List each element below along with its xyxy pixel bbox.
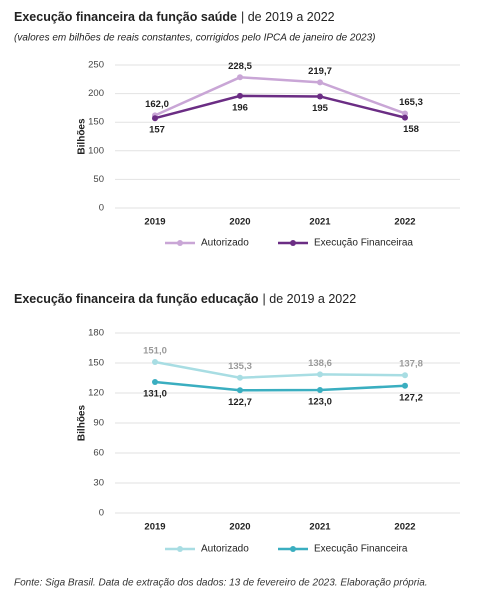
value-label: 135,3	[228, 361, 252, 372]
value-label: 137,8	[399, 359, 423, 370]
y-axis-label: Bilhões	[77, 118, 88, 155]
legend-marker	[177, 546, 183, 552]
x-tick-label: 2021	[309, 217, 331, 228]
point	[317, 387, 323, 393]
x-tick-label: 2021	[309, 522, 331, 533]
value-label: 127,2	[399, 392, 423, 403]
y-tick-label: 120	[88, 388, 104, 399]
x-tick-label: 2019	[144, 522, 165, 533]
point	[402, 114, 408, 121]
y-axis-label: Bilhões	[77, 405, 88, 442]
point	[402, 110, 408, 117]
y-tick-label: 60	[93, 448, 104, 459]
point	[317, 79, 323, 86]
value-label: 122,7	[228, 397, 252, 408]
value-label: 196	[232, 102, 248, 113]
y-tick-label: 150	[88, 358, 104, 369]
x-tick-label: 2022	[394, 217, 415, 228]
y-tick-label: 0	[99, 508, 104, 519]
point	[152, 359, 158, 365]
chart-title: Execução financeira da função saúde | de …	[14, 10, 335, 24]
title-main: Execução financeira da função educação	[14, 292, 259, 306]
chart-subtitle: (valores em bilhões de reais constantes,…	[14, 33, 376, 44]
title-main: Execução financeira da função saúde	[14, 10, 237, 24]
value-label: 195	[312, 103, 329, 114]
title-period: | de 2019 a 2022	[241, 10, 335, 24]
legend-label: Execução Financeiraa	[314, 238, 413, 249]
legend-marker	[177, 240, 183, 246]
x-tick-label: 2019	[144, 217, 165, 228]
series-line	[154, 360, 406, 379]
series-line	[154, 76, 406, 117]
legend-label: Autorizado	[201, 544, 249, 555]
value-label: 151,0	[143, 346, 167, 357]
y-tick-label: 250	[88, 60, 104, 71]
point	[237, 387, 243, 394]
legend-label: Autorizado	[201, 238, 249, 249]
legend-label: Execução Financeira	[314, 544, 408, 555]
x-tick-label: 2020	[229, 522, 250, 533]
legend-marker	[290, 546, 296, 552]
value-label: 157	[149, 125, 165, 136]
x-tick-label: 2022	[394, 522, 415, 533]
series-line	[154, 380, 406, 392]
y-tick-label: 0	[99, 203, 104, 214]
y-tick-label: 50	[93, 174, 104, 185]
y-tick-label: 180	[88, 328, 104, 339]
point	[237, 374, 243, 381]
point	[152, 379, 158, 385]
value-label: 228,5	[228, 61, 252, 72]
point	[237, 92, 243, 99]
point	[152, 115, 158, 122]
point	[402, 382, 408, 389]
y-tick-label: 150	[88, 117, 104, 128]
chart-title: Execução financeira da função educação | …	[14, 292, 356, 306]
y-tick-label: 200	[88, 88, 104, 99]
point	[402, 372, 408, 379]
x-tick-label: 2020	[229, 217, 250, 228]
point	[317, 371, 323, 378]
value-label: 158	[403, 124, 419, 135]
point	[237, 74, 243, 81]
legend-marker	[290, 240, 296, 246]
value-label: 162,0	[145, 99, 169, 110]
value-label: 131,0	[143, 389, 167, 400]
value-label: 138,6	[308, 358, 332, 369]
series-line	[154, 94, 406, 120]
y-tick-label: 90	[93, 418, 104, 429]
y-tick-label: 100	[88, 145, 104, 156]
value-label: 165,3	[399, 97, 423, 108]
point	[317, 93, 323, 100]
value-label: 123,0	[308, 397, 332, 408]
value-label: 219,7	[308, 66, 332, 77]
y-tick-label: 30	[93, 478, 104, 489]
source-note: Fonte: Siga Brasil. Data de extração dos…	[14, 578, 428, 589]
title-period: | de 2019 a 2022	[263, 292, 357, 306]
